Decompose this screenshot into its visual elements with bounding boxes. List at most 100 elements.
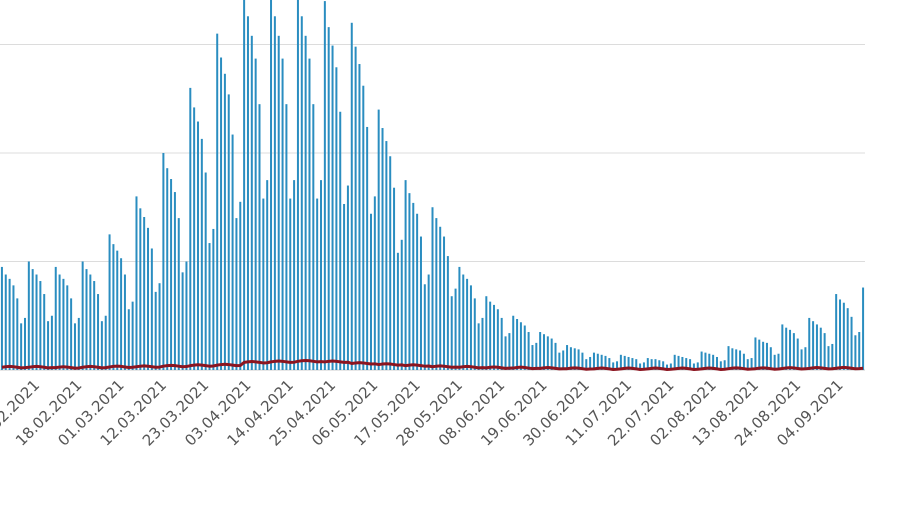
bar (519, 322, 522, 370)
bar (393, 187, 396, 370)
bar (531, 345, 534, 370)
bar (789, 329, 792, 370)
bar (700, 351, 703, 370)
bar (642, 362, 645, 370)
bar (0, 266, 3, 370)
bar (304, 35, 307, 370)
bar (27, 261, 30, 370)
bar (746, 359, 749, 370)
bar (377, 109, 380, 370)
bar (627, 356, 630, 370)
bar (715, 356, 718, 370)
bar (220, 57, 223, 371)
bar (773, 354, 776, 370)
bar (446, 256, 449, 370)
bar (250, 35, 253, 370)
bar (300, 16, 303, 370)
bar (592, 352, 595, 370)
bar (320, 180, 323, 370)
bar (466, 278, 469, 370)
bar (443, 236, 446, 370)
bar (462, 274, 465, 370)
bar (8, 278, 11, 370)
bar (331, 45, 334, 371)
bar (312, 104, 315, 371)
bar (150, 248, 153, 370)
bar (323, 1, 326, 370)
bar (427, 274, 430, 370)
bar (66, 285, 69, 370)
bar (104, 315, 107, 370)
bar (673, 354, 676, 370)
bar (685, 358, 688, 370)
bar (431, 207, 434, 370)
bar (223, 73, 226, 370)
bar (835, 294, 838, 370)
bar (362, 85, 365, 370)
bar (185, 261, 188, 370)
bar (758, 339, 761, 370)
bar (346, 185, 349, 370)
bar (419, 236, 422, 370)
bar (754, 337, 757, 370)
bar (815, 324, 818, 370)
bar (135, 196, 138, 370)
bar (739, 350, 742, 370)
bar (631, 358, 634, 370)
bar (819, 327, 822, 370)
bar (792, 333, 795, 370)
bar (131, 301, 134, 370)
bar (373, 196, 376, 370)
bar (316, 198, 319, 370)
bar (850, 316, 853, 370)
bar (327, 27, 330, 371)
bar (281, 58, 284, 370)
bar (508, 333, 511, 370)
bar (12, 285, 15, 370)
bar (669, 363, 672, 370)
bar (235, 218, 238, 370)
bar (558, 352, 561, 370)
bar (243, 0, 246, 370)
bar (189, 87, 192, 371)
bar (777, 353, 780, 370)
bar (473, 298, 476, 370)
bar (723, 360, 726, 370)
bar (604, 355, 607, 370)
bar (231, 134, 234, 370)
bar (546, 336, 549, 370)
bar (785, 327, 788, 370)
bar (658, 360, 661, 370)
bar (619, 354, 622, 370)
bar (20, 323, 23, 370)
bar (535, 342, 538, 370)
bar (147, 227, 150, 370)
bar (731, 348, 734, 370)
bar (708, 353, 711, 370)
bar (450, 296, 453, 370)
bar (581, 352, 584, 370)
bar (162, 152, 165, 370)
bar (596, 353, 599, 370)
bar (43, 294, 46, 370)
bar (108, 234, 111, 370)
bar (208, 243, 211, 370)
bar (58, 274, 61, 370)
bar (212, 228, 215, 370)
bar (523, 325, 526, 370)
bar (166, 168, 169, 370)
bar (127, 309, 130, 370)
bar (170, 179, 173, 370)
bar (308, 58, 311, 370)
bar (750, 358, 753, 370)
bar (62, 278, 65, 370)
bar (600, 354, 603, 370)
bar (73, 323, 76, 370)
bar (719, 361, 722, 370)
bar (612, 362, 615, 370)
bar (335, 67, 338, 370)
bar (366, 126, 369, 370)
bar (270, 0, 273, 370)
bar (173, 192, 176, 370)
bar (296, 0, 299, 370)
